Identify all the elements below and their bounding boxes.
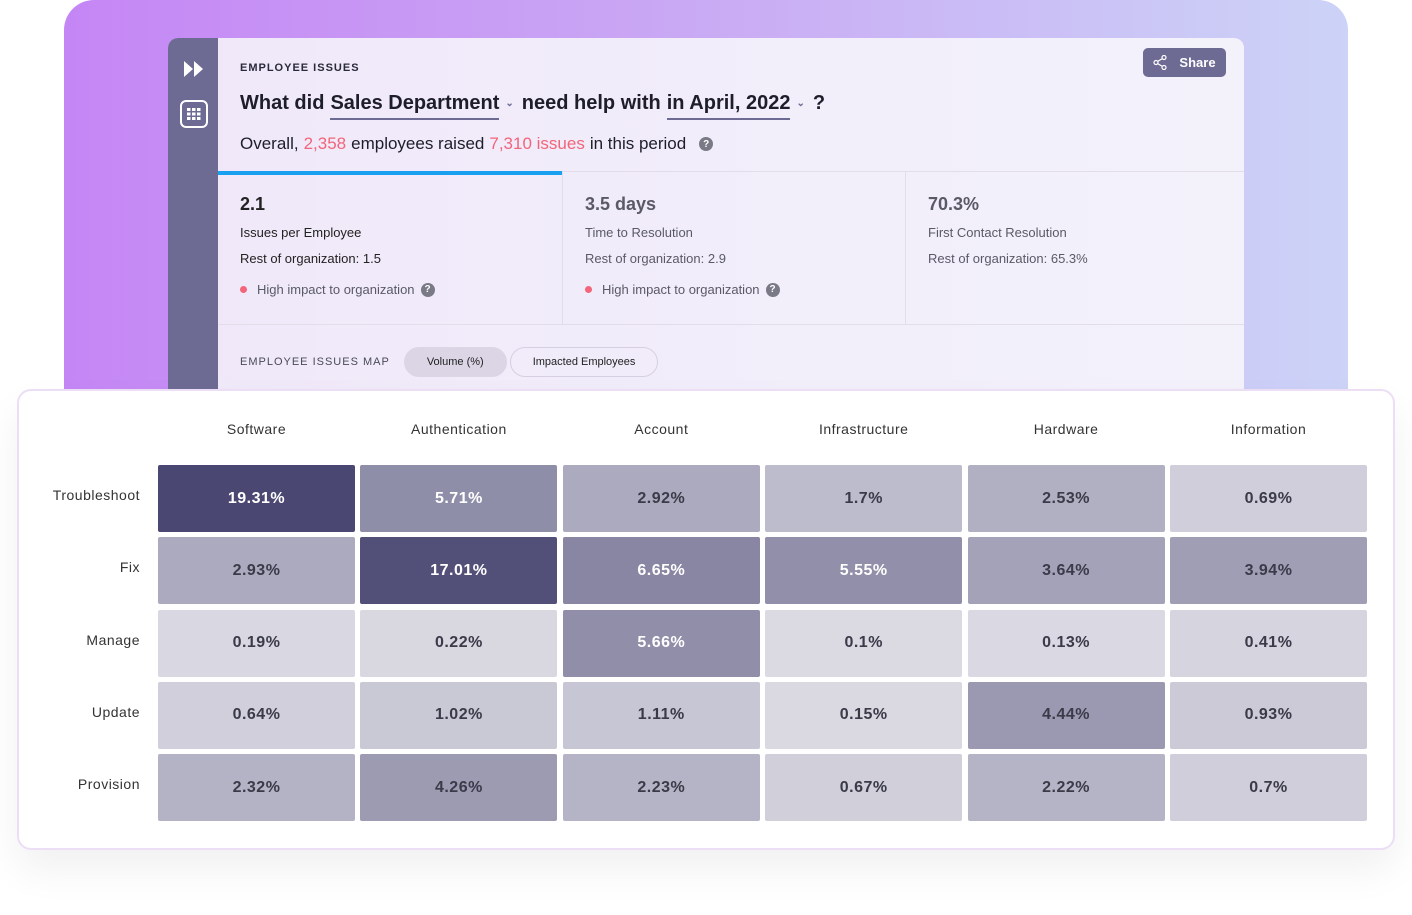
main-panel: EMPLOYEE ISSUES Share What did Sales Dep… <box>218 38 1244 400</box>
heatmap-cell[interactable]: 0.93% <box>1170 681 1367 749</box>
grid-icon[interactable] <box>180 100 208 128</box>
sidebar <box>168 38 218 400</box>
row-header: Update <box>91 703 140 720</box>
heatmap-cell[interactable]: 2.53% <box>967 465 1165 532</box>
help-icon[interactable]: ? <box>765 282 780 297</box>
heatmap-cell[interactable]: 0.67% <box>765 754 963 822</box>
heatmap-cell[interactable]: 0.13% <box>967 609 1165 677</box>
heatmap-cell[interactable]: 0.7% <box>1170 754 1367 822</box>
heatmap-cell[interactable]: 0.19% <box>158 609 355 677</box>
heatmap-cell[interactable]: 0.22% <box>360 609 558 677</box>
chevron-down-icon[interactable]: ⌄ <box>505 98 514 109</box>
heatmap-cell[interactable]: 17.01% <box>360 537 558 605</box>
map-header: EMPLOYEE ISSUES MAP Volume (%) Impacted … <box>240 347 659 377</box>
heatmap-cell[interactable]: 2.32% <box>158 754 355 822</box>
status-dot <box>240 286 247 293</box>
stat-card-issues-per-employee[interactable]: 2.1 Issues per Employee Rest of organiza… <box>218 171 563 324</box>
heatmap-cell[interactable]: 3.64% <box>967 537 1165 605</box>
impact-indicator: High impact to organization? <box>240 282 540 297</box>
stat-card-first-contact-resolution[interactable]: 70.3% First Contact Resolution Rest of o… <box>928 194 1088 266</box>
row-header: Troubleshoot <box>52 487 140 503</box>
heatmap-cell[interactable]: 0.41% <box>1170 609 1367 677</box>
column-header: Account <box>634 421 689 437</box>
heatmap-cell[interactable]: 3.94% <box>1170 537 1367 605</box>
column-header: Authentication <box>411 421 507 437</box>
department-dropdown[interactable]: Sales Department <box>330 92 500 120</box>
heatmap-cell[interactable]: 0.15% <box>765 681 963 749</box>
heatmap-cell[interactable]: 1.02% <box>360 681 558 749</box>
toggle-impacted-employees[interactable]: Impacted Employees <box>509 347 659 377</box>
heatmap-cell[interactable]: 2.22% <box>967 754 1165 822</box>
row-header: Provision <box>77 776 140 793</box>
heatmap-cell[interactable]: 5.71% <box>360 465 558 532</box>
heatmap-cell[interactable]: 2.93% <box>158 537 355 605</box>
share-icon <box>1153 55 1168 70</box>
fast-forward-icon[interactable] <box>180 55 208 83</box>
heatmap-cell[interactable]: 6.65% <box>562 537 760 605</box>
heatmap-cell[interactable]: 0.1% <box>765 609 963 677</box>
help-icon[interactable]: ? <box>420 282 435 297</box>
app-window: EMPLOYEE ISSUES Share What did Sales Dep… <box>168 38 1244 400</box>
employee-count: 2,358 <box>303 134 347 153</box>
question-heading: What did Sales Department ⌄ need help wi… <box>240 92 825 120</box>
heatmap-cell[interactable]: 5.66% <box>562 609 760 677</box>
stat-card-time-to-resolution[interactable]: 3.5 days Time to Resolution Rest of orga… <box>563 172 906 324</box>
column-header: Hardware <box>1033 421 1099 437</box>
heatmap-cell[interactable]: 2.92% <box>562 465 760 532</box>
heatmap-cell[interactable]: 4.44% <box>967 681 1165 749</box>
row-header: Manage <box>86 631 140 648</box>
row-header: Fix <box>119 559 140 576</box>
heatmap-cell[interactable]: 5.55% <box>765 537 963 605</box>
column-header: Information <box>1230 421 1307 437</box>
heatmap-cell[interactable]: 0.64% <box>158 681 355 749</box>
chevron-down-icon[interactable]: ⌄ <box>796 98 805 109</box>
help-icon[interactable]: ? <box>699 137 714 151</box>
period-dropdown[interactable]: in April, 2022 <box>666 92 791 120</box>
heatmap-cell[interactable]: 1.11% <box>562 681 760 749</box>
section-title: EMPLOYEE ISSUES <box>240 62 360 74</box>
heatmap-cell[interactable]: 1.7% <box>765 465 963 532</box>
status-dot <box>585 286 592 293</box>
stats-row: 2.1 Issues per Employee Rest of organiza… <box>218 171 1244 325</box>
heatmap-cell[interactable]: 2.23% <box>562 754 760 822</box>
issue-count: 7,310 issues <box>489 134 585 153</box>
heatmap-cell[interactable]: 0.69% <box>1170 465 1367 532</box>
summary-line: Overall, 2,358 employees raised 7,310 is… <box>240 134 714 154</box>
column-header: Software <box>226 421 287 437</box>
share-button[interactable]: Share <box>1143 48 1226 77</box>
heatmap-cell[interactable]: 4.26% <box>360 754 558 822</box>
issues-heatmap: Software Authentication Account Infrastruct… <box>17 389 1395 850</box>
heatmap-cell[interactable]: 19.31% <box>158 465 355 532</box>
impact-indicator: High impact to organization? <box>585 282 883 297</box>
column-header: Infrastructure <box>818 421 909 437</box>
toggle-volume[interactable]: Volume (%) <box>403 347 507 377</box>
